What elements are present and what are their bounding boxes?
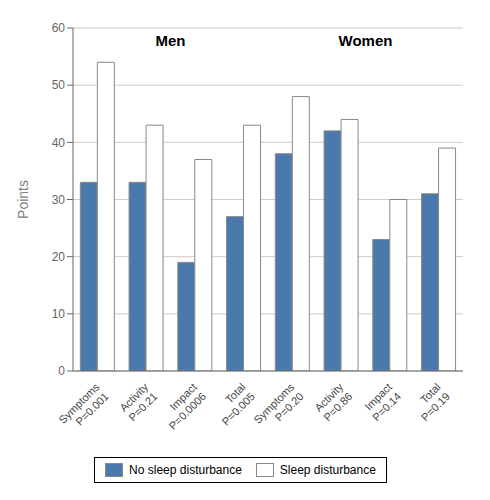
svg-text:50: 50 xyxy=(52,78,66,92)
svg-text:60: 60 xyxy=(52,21,66,35)
svg-text:30: 30 xyxy=(52,193,66,207)
svg-text:ActivityP=0.21: ActivityP=0.21 xyxy=(117,380,160,423)
svg-text:40: 40 xyxy=(52,136,66,150)
svg-text:ActivityP=0.86: ActivityP=0.86 xyxy=(312,380,355,423)
html-text:Women: Women xyxy=(338,32,393,49)
html-text:Sleep disturbance: Sleep disturbance xyxy=(279,463,376,477)
svg-text:0: 0 xyxy=(58,364,65,378)
svg-text:Points: Points xyxy=(15,180,31,219)
svg-text:SymptomsP=0.20: SymptomsP=0.20 xyxy=(251,380,306,435)
svg-text:SymptomsP=0.001: SymptomsP=0.001 xyxy=(56,380,111,435)
html-text:Men: Men xyxy=(155,32,186,49)
html-text:No sleep disturbance: No sleep disturbance xyxy=(129,463,242,477)
svg-text:TotalP=0.005: TotalP=0.005 xyxy=(210,381,257,428)
svg-text:ImpactP=0.14: ImpactP=0.14 xyxy=(361,381,404,424)
svg-text:TotalP=0.19: TotalP=0.19 xyxy=(409,381,452,424)
svg-text:10: 10 xyxy=(52,307,66,321)
svg-text:20: 20 xyxy=(52,250,66,264)
svg-text:ImpactP=0.0006: ImpactP=0.0006 xyxy=(157,381,208,432)
